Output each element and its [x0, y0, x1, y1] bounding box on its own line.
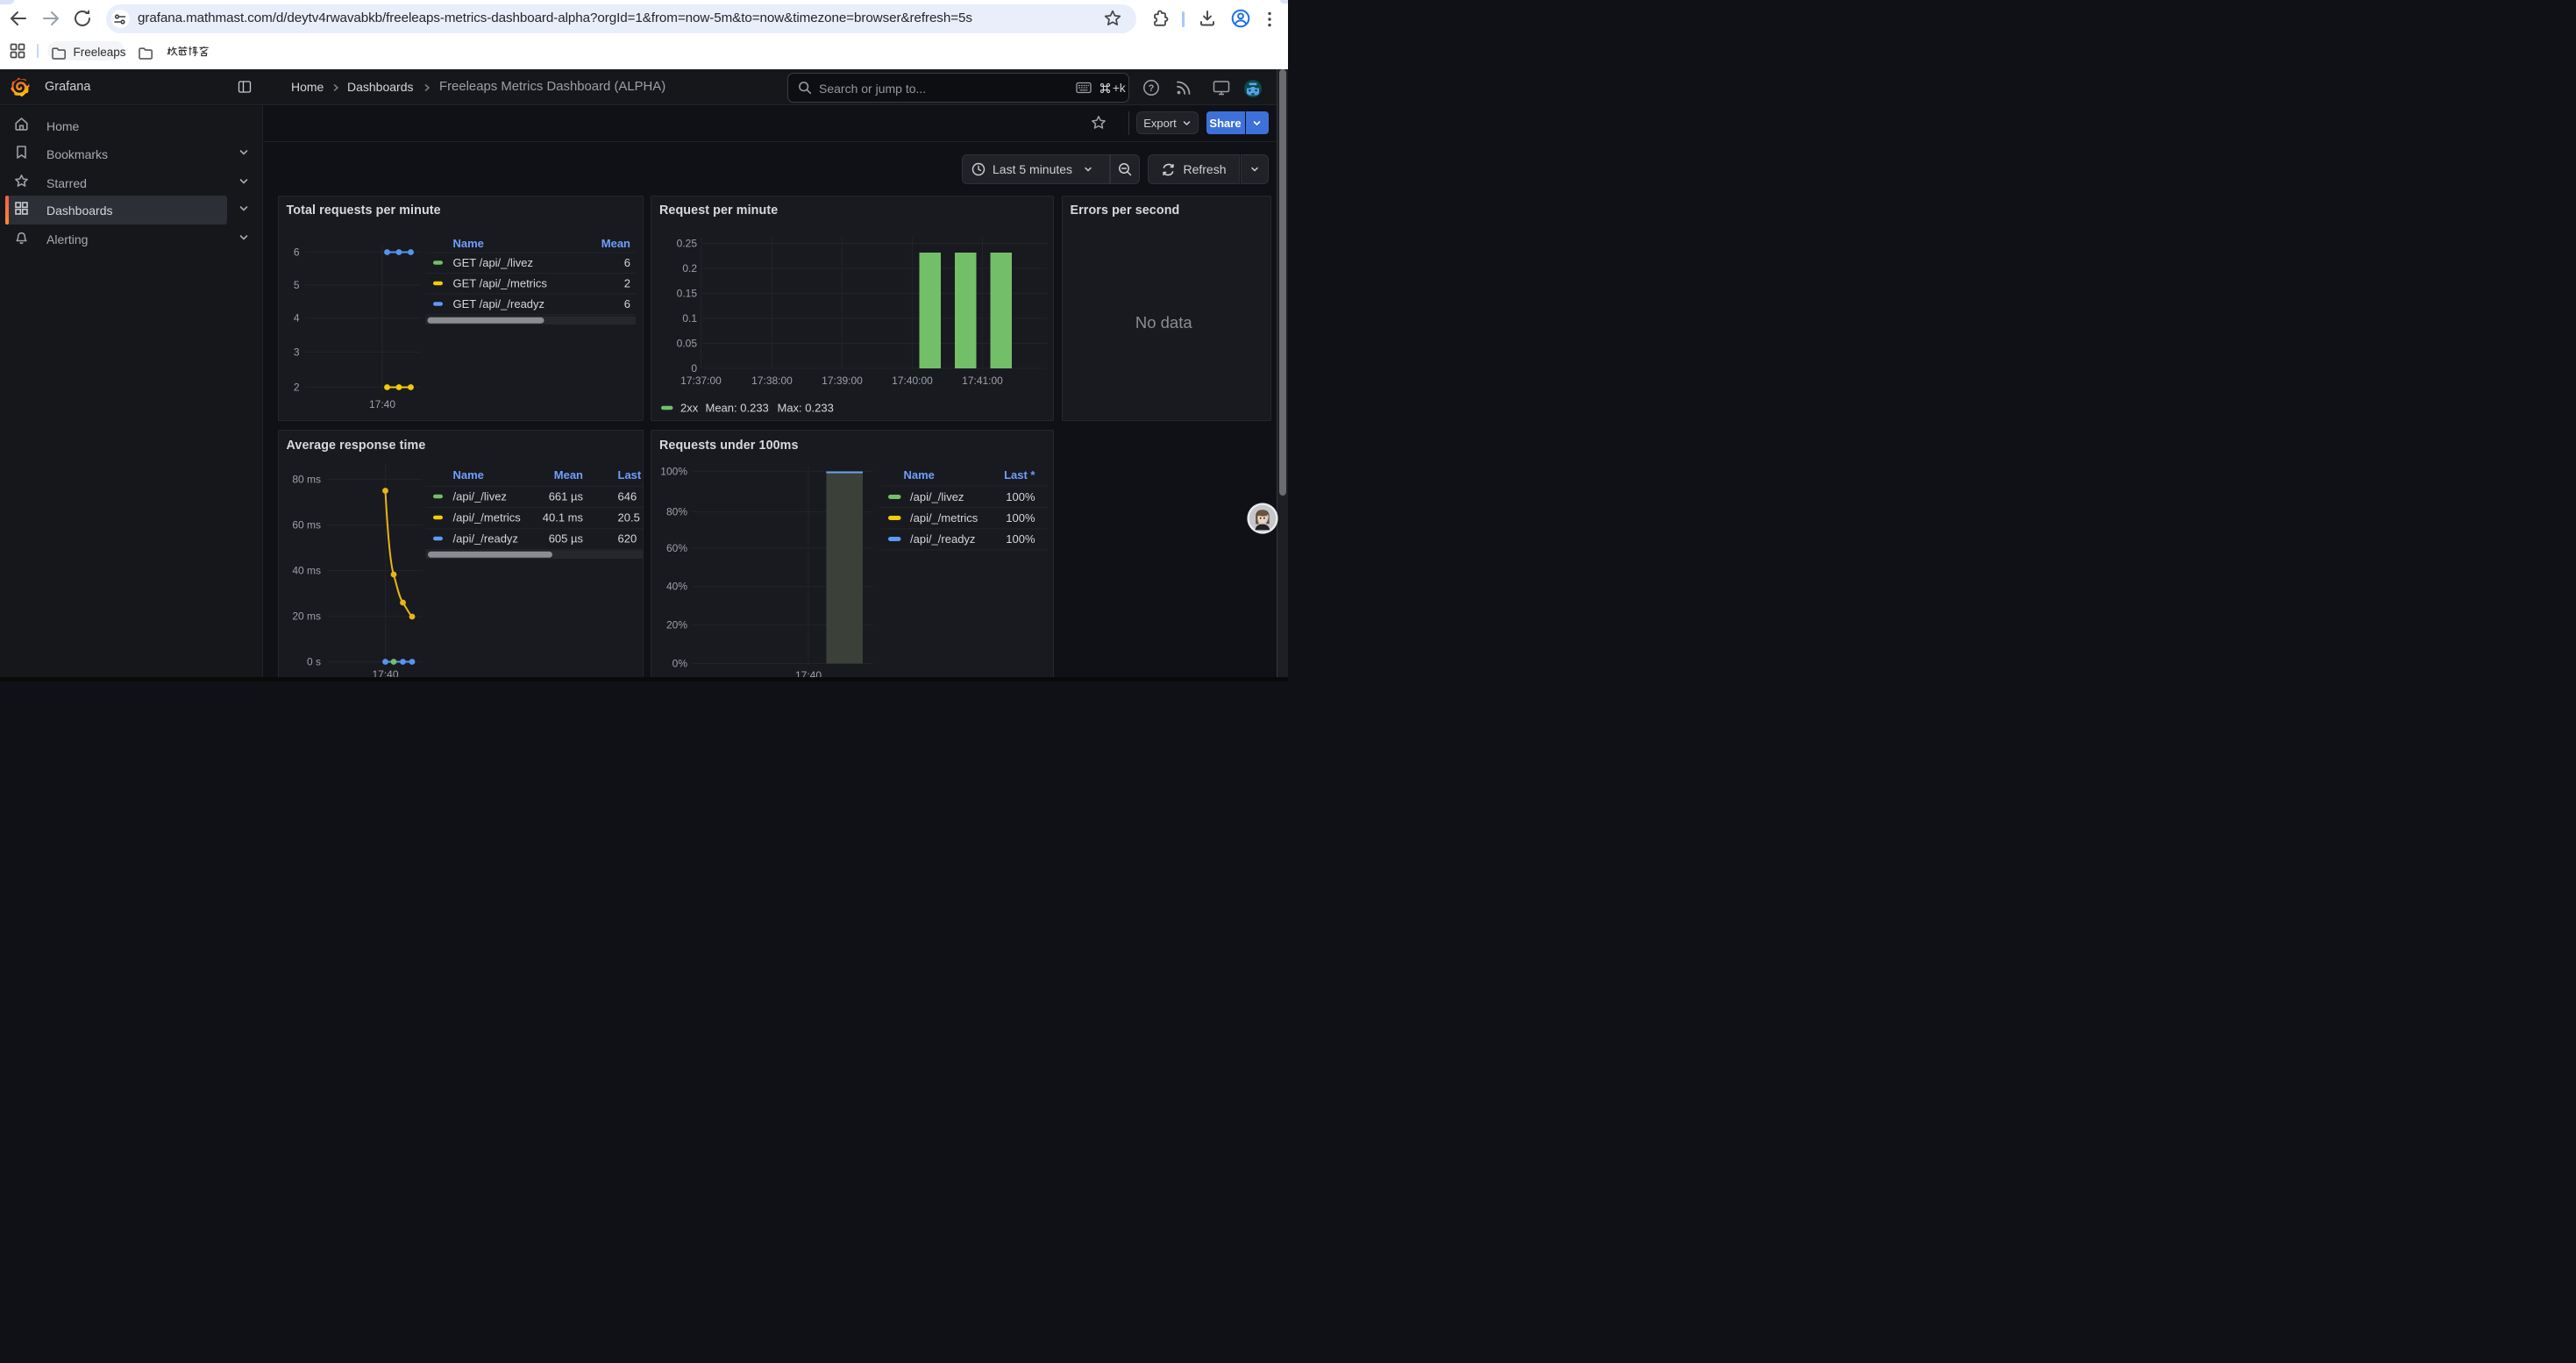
svg-text:605 µs: 605 µs: [548, 532, 583, 546]
svg-text:GET /api/_/metrics: GET /api/_/metrics: [452, 277, 547, 290]
svg-text:17:41:00: 17:41:00: [962, 375, 1003, 387]
svg-text:20.5 m: 20.5 m: [617, 511, 643, 525]
svg-text:0.05: 0.05: [677, 338, 698, 350]
svg-text:Mean: 0.233: Mean: 0.233: [706, 402, 769, 415]
svg-text:100%: 100%: [660, 465, 687, 477]
svg-text:/api/_/livez: /api/_/livez: [910, 490, 964, 503]
svg-text:100%: 100%: [1006, 532, 1035, 546]
svg-text:17:37:00: 17:37:00: [680, 375, 722, 387]
svg-text:Mean: Mean: [553, 468, 582, 482]
svg-text:40.1 ms: 40.1 ms: [542, 511, 583, 525]
svg-text:4: 4: [293, 312, 299, 325]
svg-text:0 s: 0 s: [306, 656, 320, 668]
svg-text:100%: 100%: [1006, 511, 1035, 525]
svg-text:Name: Name: [452, 468, 483, 482]
svg-text:17:39:00: 17:39:00: [822, 375, 863, 387]
svg-text:6: 6: [293, 246, 299, 259]
svg-text:Last *: Last *: [617, 468, 643, 482]
svg-text:2: 2: [293, 382, 299, 394]
svg-text:17:40:00: 17:40:00: [892, 375, 933, 387]
svg-text:40 ms: 40 ms: [292, 565, 321, 577]
svg-text:GET /api/_/livez: GET /api/_/livez: [452, 256, 533, 269]
svg-text:Max: 0.233: Max: 0.233: [778, 402, 834, 415]
svg-text:20 ms: 20 ms: [292, 610, 321, 623]
svg-text:40%: 40%: [666, 581, 687, 593]
svg-text:17:38:00: 17:38:00: [751, 375, 793, 387]
svg-text:?: ?: [1149, 83, 1155, 94]
svg-text:Name: Name: [452, 237, 483, 250]
svg-text:/api/_/metrics: /api/_/metrics: [910, 511, 978, 525]
svg-text:80%: 80%: [666, 506, 687, 518]
svg-text:0.25: 0.25: [677, 238, 698, 250]
svg-text:Last *: Last *: [1004, 468, 1035, 482]
svg-text:GET /api/_/readyz: GET /api/_/readyz: [452, 297, 544, 310]
svg-text:/api/_/livez: /api/_/livez: [452, 490, 506, 503]
svg-text:0%: 0%: [672, 658, 688, 670]
svg-text:17:40: 17:40: [368, 398, 395, 410]
svg-text:2xx: 2xx: [680, 402, 699, 415]
svg-text:80 ms: 80 ms: [292, 474, 321, 486]
svg-text:20%: 20%: [666, 619, 687, 632]
svg-text:5: 5: [293, 279, 299, 291]
svg-text:2: 2: [623, 277, 630, 290]
svg-text:Name: Name: [904, 468, 935, 482]
svg-text:60%: 60%: [666, 542, 687, 554]
svg-text:/api/_/readyz: /api/_/readyz: [910, 532, 975, 546]
svg-text:0: 0: [691, 362, 697, 375]
svg-text:100%: 100%: [1006, 490, 1035, 503]
svg-text:6: 6: [623, 256, 630, 269]
svg-text:60 ms: 60 ms: [292, 519, 321, 532]
svg-text:3: 3: [293, 346, 299, 359]
svg-text:0.2: 0.2: [682, 262, 697, 275]
svg-text:/api/_/readyz: /api/_/readyz: [452, 532, 517, 546]
svg-text:Mean: Mean: [601, 237, 630, 250]
svg-text:0.1: 0.1: [682, 312, 697, 325]
svg-text:661 µs: 661 µs: [548, 490, 583, 503]
svg-text:6: 6: [623, 297, 630, 310]
svg-text:620: 620: [617, 532, 637, 546]
svg-text:0.15: 0.15: [677, 288, 698, 300]
svg-text:/api/_/metrics: /api/_/metrics: [452, 511, 521, 525]
svg-text:646: 646: [617, 490, 637, 503]
